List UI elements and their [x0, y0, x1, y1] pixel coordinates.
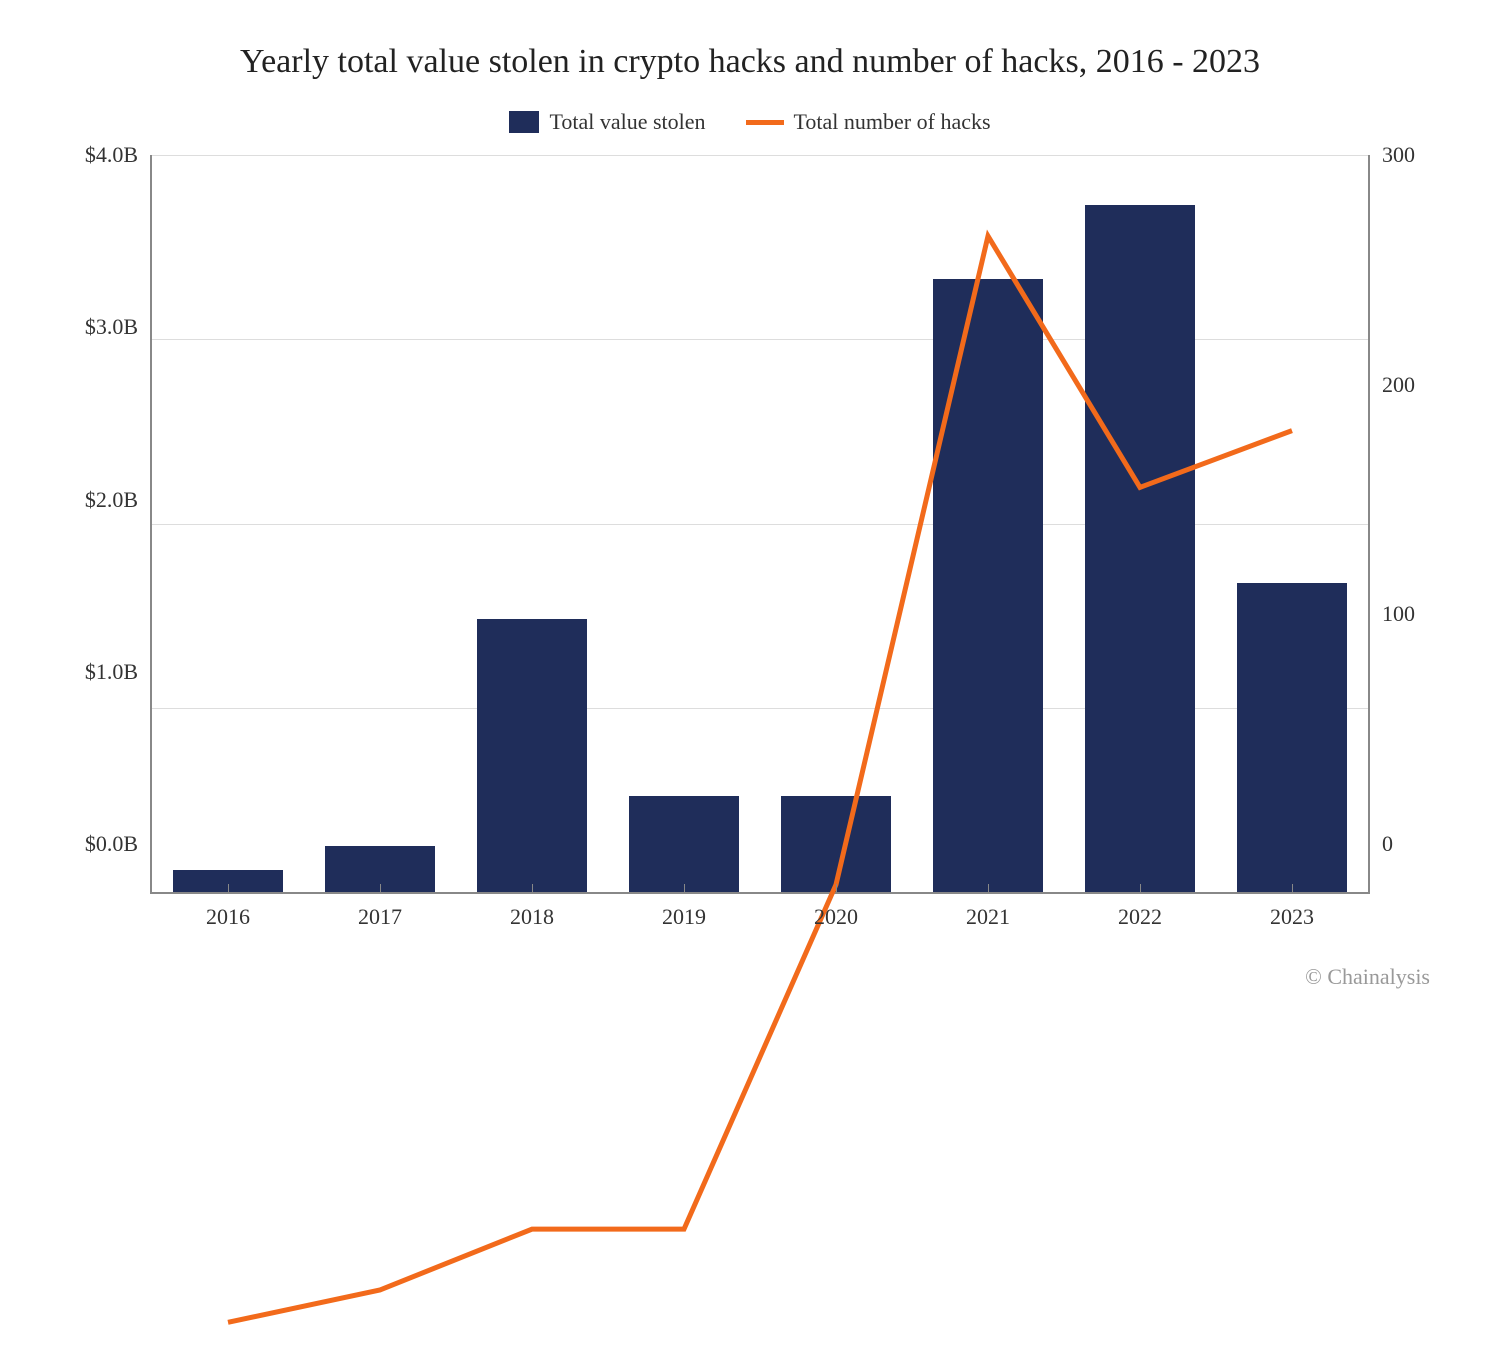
bar	[1085, 205, 1194, 892]
x-tick: 2022	[1064, 892, 1216, 942]
bar-slot	[1216, 155, 1368, 892]
legend-label-line: Total number of hacks	[794, 109, 991, 135]
y-axis-right: 3002001000	[1370, 155, 1440, 894]
legend-item-bar: Total value stolen	[509, 109, 705, 135]
bar-slot	[608, 155, 760, 892]
x-tick: 2021	[912, 892, 1064, 942]
chart-container: Yearly total value stolen in crypto hack…	[60, 40, 1440, 990]
bar	[933, 279, 1042, 892]
bar	[477, 619, 586, 892]
plot-area: 20162017201820192020202120222023	[150, 155, 1370, 894]
chart-title: Yearly total value stolen in crypto hack…	[60, 40, 1440, 84]
attribution: © Chainalysis	[60, 964, 1440, 990]
bars-layer	[152, 155, 1368, 892]
x-axis: 20162017201820192020202120222023	[152, 892, 1368, 942]
x-tick: 2018	[456, 892, 608, 942]
x-tick: 2023	[1216, 892, 1368, 942]
x-tick: 2016	[152, 892, 304, 942]
legend-swatch-bar	[509, 111, 539, 133]
chart-legend: Total value stolen Total number of hacks	[60, 109, 1440, 135]
plot-wrapper: $4.0B$3.0B$2.0B$1.0B$0.0B 20162017201820…	[60, 155, 1440, 894]
x-tick: 2019	[608, 892, 760, 942]
bar-slot	[456, 155, 608, 892]
bar-slot	[1064, 155, 1216, 892]
legend-label-bar: Total value stolen	[549, 109, 705, 135]
bar-slot	[760, 155, 912, 892]
y-axis-left: $4.0B$3.0B$2.0B$1.0B$0.0B	[60, 155, 150, 894]
bar-slot	[152, 155, 304, 892]
bar	[629, 796, 738, 892]
bar	[1237, 583, 1346, 892]
bar-slot	[912, 155, 1064, 892]
legend-item-line: Total number of hacks	[746, 109, 991, 135]
legend-swatch-line	[746, 120, 784, 125]
x-tick: 2020	[760, 892, 912, 942]
x-tick: 2017	[304, 892, 456, 942]
bar-slot	[304, 155, 456, 892]
bar	[781, 796, 890, 892]
